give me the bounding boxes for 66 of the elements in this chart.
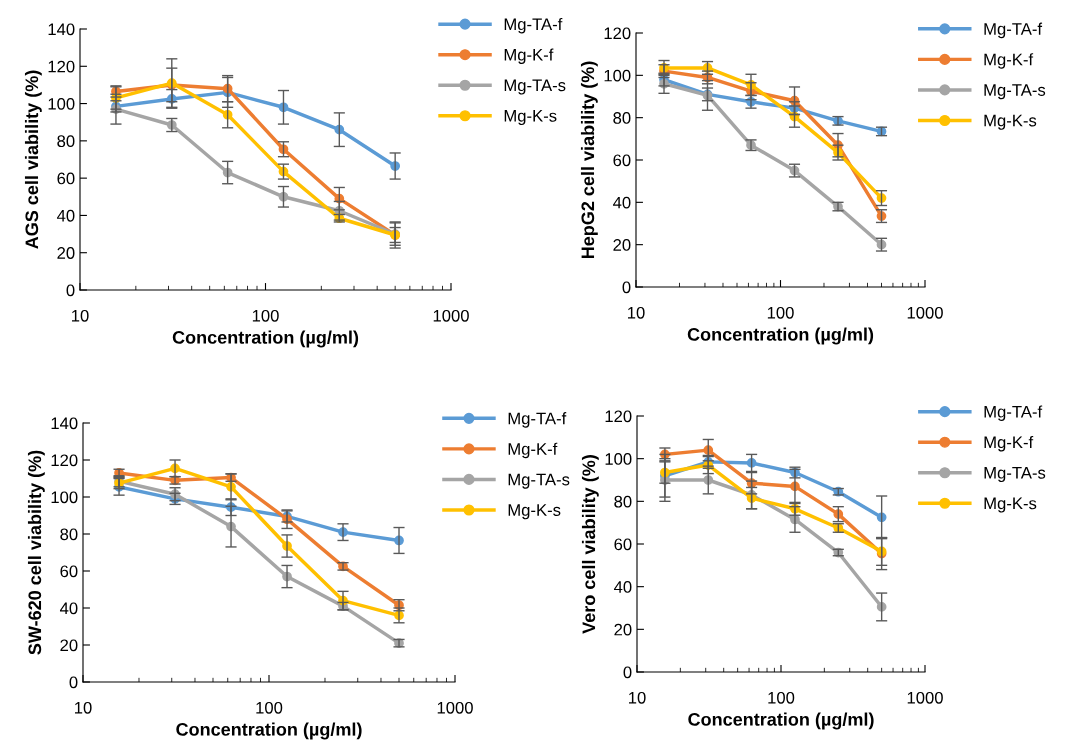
- x-axis-title: Concentration (µg/ml): [687, 327, 874, 345]
- x-tick-label: 100: [767, 306, 794, 319]
- y-tick-label: 40: [59, 602, 78, 615]
- x-tick-label: 10: [72, 309, 89, 322]
- legend-label: Mg-TA-s: [508, 473, 570, 489]
- y-tick-label: 80: [57, 135, 75, 148]
- y-tick-label: 0: [66, 284, 75, 297]
- y-tick-label: 20: [614, 623, 632, 636]
- y-axis-title: AGS cell viability (%): [24, 70, 42, 249]
- legend-label: Mg-TA-s: [984, 467, 1046, 483]
- y-tick-label: 100: [604, 69, 631, 82]
- x-tick-label: 1000: [437, 701, 473, 714]
- y-tick-label: 80: [613, 112, 631, 124]
- x-axis-title: Concentration (µg/ml): [688, 712, 874, 730]
- legend-label: Mg-TA-s: [504, 79, 566, 95]
- y-tick-label: 120: [51, 454, 78, 467]
- y-tick-label: 120: [605, 410, 632, 423]
- y-tick-label: 100: [51, 491, 78, 504]
- y-tick-label: 0: [623, 666, 632, 679]
- legend-label: Mg-TA-f: [504, 17, 563, 34]
- x-tick-label: 1000: [433, 309, 469, 322]
- y-tick-label: 60: [57, 172, 75, 185]
- y-tick-label: 40: [56, 209, 75, 222]
- y-tick-label: 100: [48, 97, 75, 110]
- legend-label: Mg-K-s: [508, 504, 561, 520]
- y-tick-label: 20: [60, 639, 78, 652]
- x-tick-label: 100: [252, 309, 279, 322]
- x-tick-label: 10: [629, 691, 646, 704]
- y-tick-label: 0: [622, 281, 631, 294]
- y-tick-label: 60: [613, 154, 631, 167]
- y-tick-label: 120: [48, 60, 75, 73]
- y-tick-label: 120: [604, 27, 631, 40]
- y-tick-label: 0: [69, 676, 78, 689]
- y-tick-label: 80: [614, 495, 632, 508]
- legend-label: Mg-K-f: [504, 48, 554, 64]
- y-tick-label: 100: [605, 453, 632, 465]
- y-axis-title: HepG2 cell viability (%): [580, 61, 598, 259]
- x-tick-label: 100: [256, 701, 283, 714]
- legend-label: Mg-K-s: [504, 110, 557, 126]
- x-tick-label: 10: [75, 701, 92, 714]
- y-tick-label: 60: [60, 565, 78, 578]
- legend-label: Mg-TA-s: [984, 84, 1046, 100]
- y-tick-label: 80: [60, 528, 78, 541]
- y-tick-label: 40: [612, 196, 631, 209]
- x-axis-title: Concentration (µg/ml): [172, 330, 359, 348]
- y-tick-label: 60: [614, 538, 632, 551]
- legend-label: Mg-K-f: [984, 53, 1034, 69]
- legend-label: Mg-K-s: [984, 114, 1037, 130]
- legend-label: Mg-TA-f: [984, 22, 1043, 39]
- legend-label: Mg-TA-f: [508, 412, 567, 428]
- legend-label: Mg-TA-f: [984, 405, 1043, 421]
- legend-label: Mg-K-s: [984, 497, 1037, 513]
- x-tick-label: 1000: [907, 691, 943, 704]
- y-tick-label: 20: [613, 239, 631, 251]
- y-axis-title: SW-620 cell viability (%): [27, 450, 45, 655]
- y-tick-label: 40: [613, 581, 632, 593]
- legend-label: Mg-K-f: [984, 435, 1034, 452]
- y-tick-label: 20: [57, 247, 75, 259]
- legend-label: Mg-K-f: [508, 442, 558, 459]
- y-tick-label: 140: [51, 417, 78, 430]
- x-tick-label: 100: [768, 691, 795, 704]
- x-axis-title: Concentration (µg/ml): [176, 722, 362, 740]
- y-axis-title: Vero cell viability (%): [581, 455, 599, 634]
- x-tick-label: 1000: [907, 306, 943, 319]
- y-tick-label: 140: [48, 23, 75, 36]
- x-tick-label: 10: [628, 306, 645, 319]
